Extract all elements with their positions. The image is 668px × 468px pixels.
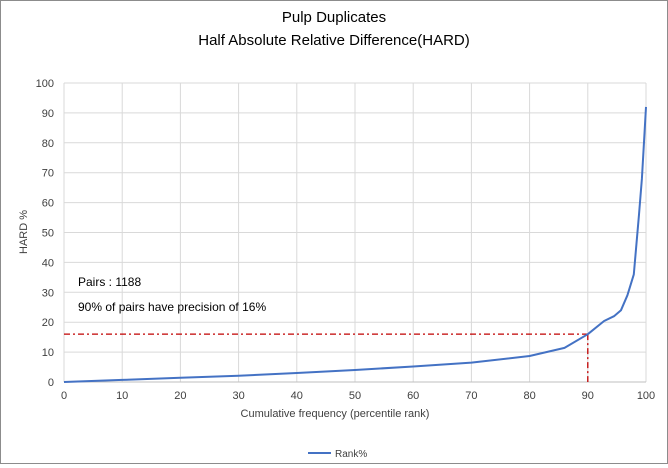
- x-tick-label: 60: [407, 390, 419, 402]
- y-tick-label: 30: [42, 287, 54, 299]
- x-tick-label: 50: [349, 390, 361, 402]
- y-tick-label: 80: [42, 138, 54, 150]
- y-tick-label: 20: [42, 317, 54, 329]
- y-tick-label: 10: [42, 347, 54, 359]
- y-tick-label: 50: [42, 228, 54, 240]
- series-line-rank: [63, 106, 647, 383]
- y-tick-label: 60: [42, 198, 54, 210]
- legend-label: Rank%: [335, 449, 367, 460]
- chart-title: Pulp Duplicates: [282, 9, 386, 26]
- y-tick-label: 90: [42, 108, 54, 120]
- x-tick-label: 100: [637, 390, 655, 402]
- annotation-pairs: Pairs : 1188: [78, 275, 141, 289]
- annotation-precision: 90% of pairs have precision of 16%: [78, 300, 266, 314]
- x-tick-label: 10: [116, 390, 128, 402]
- x-tick-label: 0: [61, 390, 67, 402]
- y-tick-label: 100: [36, 78, 54, 90]
- legend: Rank%: [308, 449, 367, 460]
- x-tick-label: 90: [582, 390, 594, 402]
- chart-subtitle: Half Absolute Relative Difference(HARD): [198, 32, 470, 49]
- x-tick-label: 20: [174, 390, 186, 402]
- x-tick-label: 80: [523, 390, 535, 402]
- y-axis-label: HARD %: [18, 210, 30, 254]
- x-axis-label: Cumulative frequency (percentile rank): [241, 408, 430, 420]
- y-tick-label: 0: [48, 377, 54, 389]
- x-tick-label: 30: [232, 390, 244, 402]
- y-tick-label: 40: [42, 257, 54, 269]
- x-tick-label: 40: [291, 390, 303, 402]
- y-tick-label: 70: [42, 168, 54, 180]
- x-tick-label: 70: [465, 390, 477, 402]
